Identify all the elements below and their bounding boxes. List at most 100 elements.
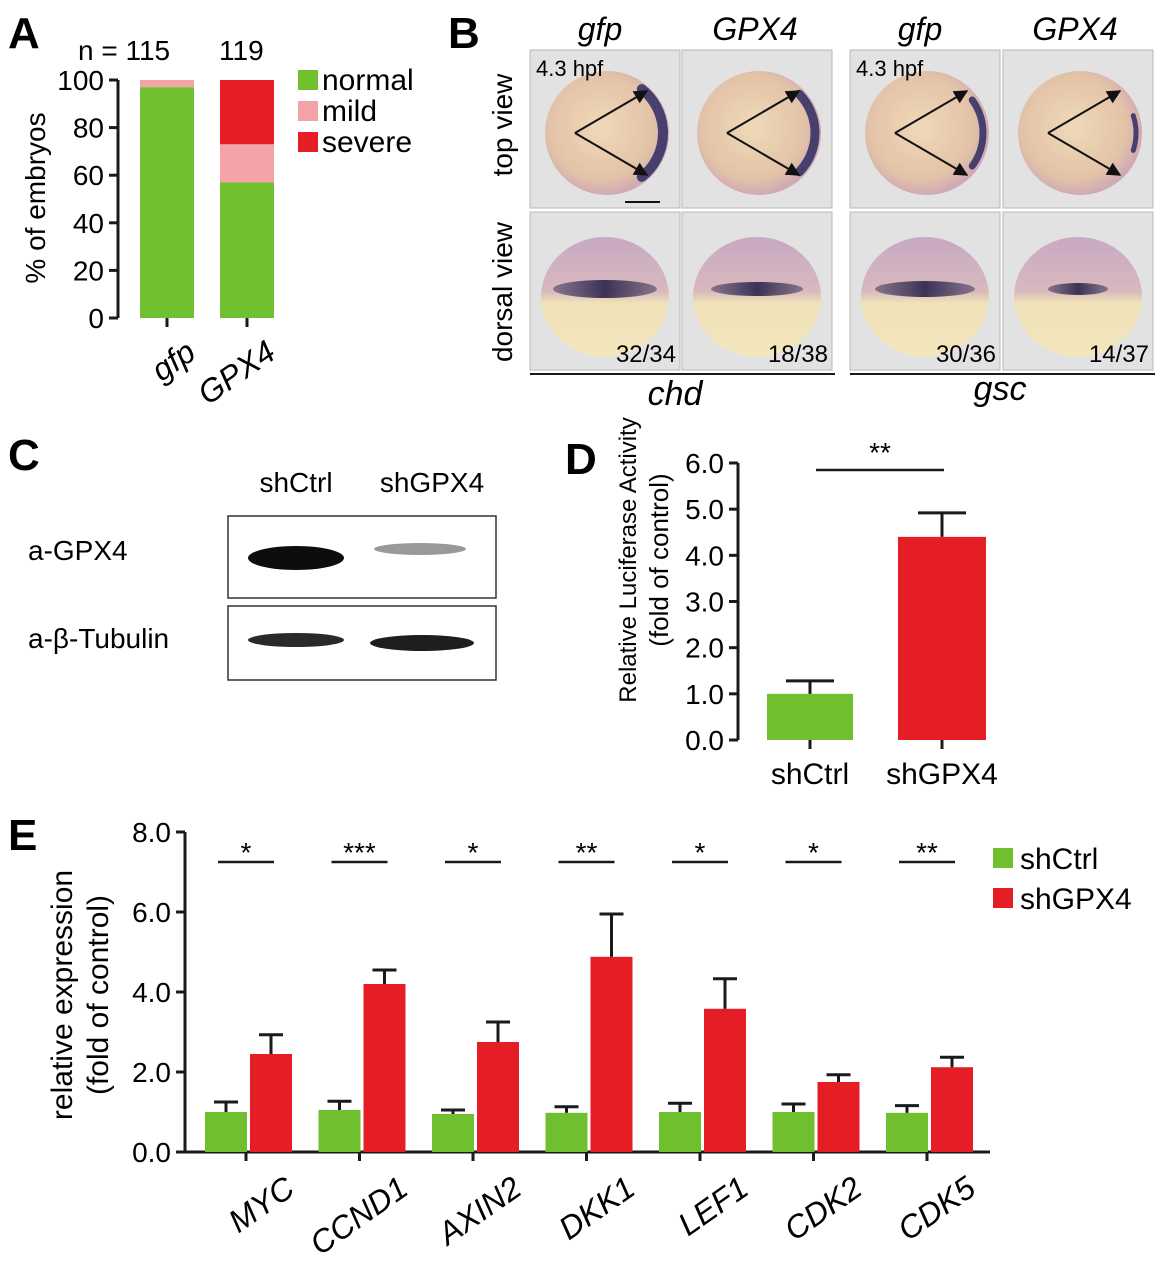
category-label-cdk5: CDK5 [891,1169,982,1248]
legend-label-severe: severe [322,126,412,159]
embryo-count-label: 18/38 [768,341,828,368]
bar-shctrl-cdk5 [886,1112,928,1152]
category-label-shctrl: shCtrl [771,758,849,791]
bar-shgpx4-dkk1 [590,956,633,1152]
arrow-icon [726,90,801,134]
band-gpx4-shgpx4 [374,543,466,555]
column-label-gpx4: GPX4 [712,11,797,47]
legend-label-mild: mild [322,95,377,128]
embryo-top-view [545,71,669,195]
embryo-count-label: 30/36 [936,341,996,368]
significance-marker: ** [576,837,598,868]
significance-marker: * [241,837,252,868]
y-tick-label: 8.0 [132,817,171,848]
row-label-dorsal-view: dorsal view [487,221,518,362]
panel-c: C shCtrl shGPX4 a-GPX4 a-β-Tubulin [8,431,497,681]
band-tubulin-shctrl [248,633,344,647]
gene-label-gsc: gsc [974,370,1027,408]
bar-severe-gpx4 [220,80,274,145]
bar-mild-gpx4 [220,144,274,183]
category-label-ccnd1: CCND1 [303,1169,414,1262]
arrow-icon [574,90,649,134]
y-tick-label: 2.0 [132,1057,171,1088]
arrow-icon [1047,90,1122,134]
arrow-icon [894,90,969,134]
blot-label-gpx4: a-GPX4 [28,535,128,566]
bar-shctrl-axin2 [432,1114,474,1152]
staining-band [875,281,975,297]
y-axis-label-line1: Relative Luciferase Activity [615,417,642,702]
significance-marker: ** [916,837,938,868]
embryo-image-grid: gfp GPX4 gfp GPX4 4.3 hpf 4.3 hpf 32/34 18/38 30… [529,11,1154,371]
legend-swatch-severe [298,132,318,152]
staining-band [1048,283,1108,295]
y-tick-label: 100 [57,65,104,96]
y-tick-label: 40 [73,208,104,239]
category-label-gpx4: GPX4 [191,333,282,411]
category-label-dkk1: DKK1 [552,1169,641,1246]
panel-letter-a: A [8,9,40,58]
y-tick-label: 0.0 [132,1137,171,1168]
legend-label-normal: normal [322,64,414,97]
significance-marker: * [695,837,706,868]
embryo-top-view [1018,71,1142,195]
y-axis-label-line1: relative expression [46,870,79,1120]
arrow-icon [726,132,801,176]
staining-domain [794,89,820,177]
bar-shgpx4-ccnd1 [363,984,406,1152]
legend-swatch-normal [298,70,318,90]
embryo-count-label: 14/37 [1089,341,1149,368]
panel-a: A n = 115 119 % of embryos 020406080100 … [8,9,414,412]
category-label-lef1: LEF1 [671,1169,754,1242]
column-label-gfp: gfp [578,11,622,47]
bar-shctrl-ccnd1 [318,1110,361,1152]
bar-shgpx4-lef1 [704,1008,746,1152]
panel-letter-b: B [448,9,480,58]
bar-mild-gfp [140,80,194,88]
legend: shCtrl shGPX4 [993,843,1132,916]
bar-shctrl [767,693,853,740]
blot-label-tubulin: a-β-Tubulin [28,623,169,654]
panel-letter-d: D [565,435,597,484]
bar-shgpx4-cdk2 [817,1082,860,1152]
column-label-gpx4: GPX4 [1032,11,1117,47]
y-tick-label: 6.0 [132,897,171,928]
embryo-dorsal-view [1014,237,1142,357]
staining-domain [1130,113,1139,153]
row-label-top-view: top view [487,73,518,176]
legend-label-shctrl: shCtrl [1020,843,1098,876]
sample-size-gfp: n = 115 [78,35,170,66]
staining-band [711,282,803,296]
panel-letter-e: E [8,811,37,860]
embryo-top-view [697,71,821,195]
bar-shgpx4-myc [250,1054,292,1152]
y-tick-label: 4.0 [685,540,724,571]
lane-label-shgpx4: shGPX4 [380,467,484,498]
bar-shctrl-myc [205,1112,247,1152]
bar-normal-gfp [140,87,194,318]
staining-band [553,280,657,298]
category-label-myc: MYC [222,1169,302,1240]
panel-e: E relative expression (fold of control) … [8,811,1132,1262]
gene-label-chd: chd [648,375,704,413]
bar-shctrl-lef1 [659,1112,701,1152]
band-tubulin-shgpx4 [370,635,474,651]
significance-marker: ** [869,437,891,468]
significance-marker: *** [343,837,376,868]
y-tick-label: 1.0 [685,679,724,710]
staining-domain [636,84,668,182]
bar-shgpx4 [898,536,986,740]
y-axis-label: % of embryos [20,112,51,283]
bar-chart: 0.0 1.0 2.0 3.0 4.0 5.0 6.0 shCtrl shGPX4 ** [685,437,998,791]
y-tick-label: 80 [73,113,104,144]
y-tick-label: 5.0 [685,494,724,525]
arrow-icon [574,132,649,176]
y-tick-label: 0 [88,303,104,334]
bar-shctrl-dkk1 [545,1112,588,1152]
stage-label: 4.3 hpf [856,56,924,81]
bar-shgpx4-axin2 [477,1042,519,1152]
y-tick-label: 0.0 [685,725,724,756]
